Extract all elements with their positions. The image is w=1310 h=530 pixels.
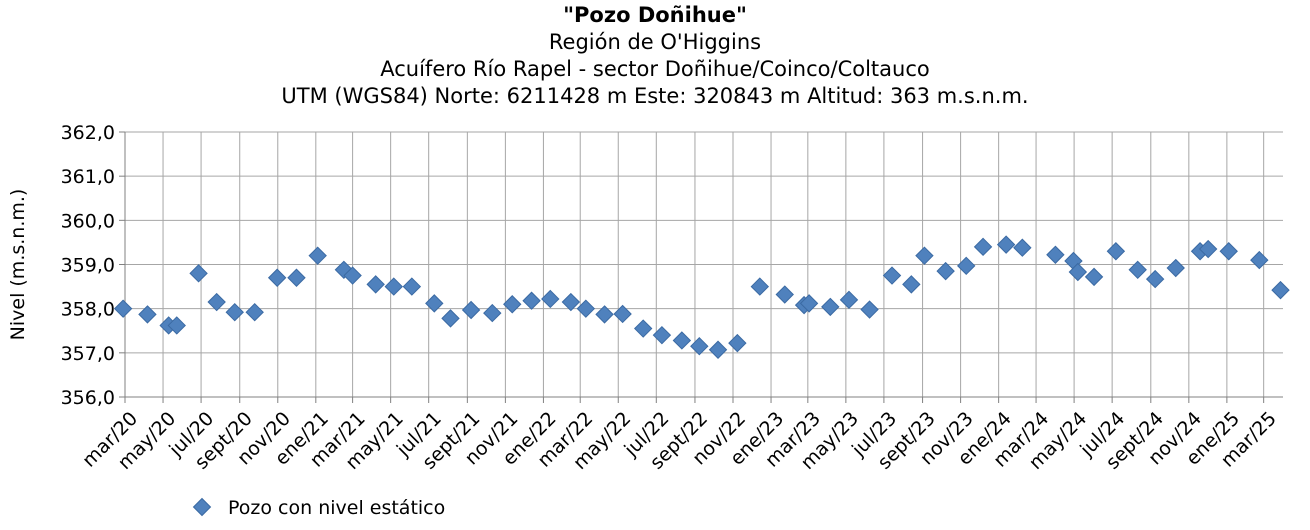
- data-point: [287, 268, 306, 287]
- data-point: [1145, 269, 1165, 289]
- legend-marker: [192, 497, 212, 517]
- data-point: [595, 305, 614, 324]
- y-tick-label: 359,0: [61, 255, 115, 277]
- y-tick-label: 358,0: [61, 299, 115, 321]
- data-point: [821, 297, 840, 317]
- data-point: [882, 266, 902, 285]
- chart-subtitle-coordinates: UTM (WGS84) Norte: 6211428 m Este: 32084…: [281, 84, 1029, 108]
- data-point: [402, 277, 422, 296]
- data-point: [750, 277, 770, 296]
- data-point: [1084, 267, 1104, 287]
- chart-title: "Pozo Doñihue": [563, 3, 747, 27]
- data-point: [207, 292, 226, 312]
- chart-subtitle-aquifer: Acuífero Río Rapel - sector Doñihue/Coin…: [380, 57, 930, 81]
- data-point: [996, 235, 1016, 254]
- data-point: [384, 277, 403, 296]
- data-point: [775, 285, 794, 304]
- data-point: [1068, 262, 1088, 282]
- data-point: [652, 325, 672, 345]
- data-point: [308, 246, 327, 265]
- y-axis-label: Nivel (m.s.n.m.): [7, 189, 29, 341]
- data-point: [334, 260, 354, 280]
- data-point: [1106, 242, 1126, 261]
- legend-label: Pozo con nivel estático: [228, 497, 445, 519]
- data-point: [425, 294, 444, 313]
- y-tick-label: 362,0: [61, 122, 115, 144]
- y-tick-label: 356,0: [61, 387, 115, 409]
- data-point: [483, 303, 502, 323]
- data-point: [936, 261, 955, 281]
- data-point: [728, 333, 747, 353]
- data-point: [461, 300, 481, 320]
- data-point: [1128, 260, 1147, 280]
- data-point: [957, 256, 976, 276]
- data-point: [189, 264, 208, 283]
- data-point: [690, 337, 709, 356]
- data-point: [343, 266, 362, 285]
- y-tick-label: 360,0: [61, 210, 115, 232]
- y-tick-label: 357,0: [61, 343, 115, 365]
- data-point: [366, 275, 385, 294]
- data-point: [113, 299, 133, 318]
- data-point: [633, 319, 653, 338]
- y-tick-label: 361,0: [61, 166, 115, 188]
- chart-subtitle-region: Región de O'Higgins: [548, 30, 762, 54]
- data-point: [138, 305, 157, 324]
- data-point: [860, 300, 879, 319]
- data-point: [1166, 258, 1185, 278]
- data-point: [225, 302, 244, 322]
- data-point: [839, 290, 859, 310]
- data-point: [1271, 280, 1290, 300]
- data-point: [167, 316, 186, 335]
- data-point: [1219, 242, 1238, 261]
- data-point: [576, 299, 596, 318]
- chart-title-block: "Pozo Doñihue" Región de O'Higgins Acuíf…: [0, 2, 1310, 110]
- data-point: [441, 309, 460, 328]
- data-point: [915, 246, 934, 265]
- data-point: [672, 331, 692, 350]
- data-point: [541, 289, 560, 309]
- data-point: [973, 237, 993, 257]
- data-point: [799, 294, 819, 313]
- data-point: [1046, 245, 1065, 264]
- data-point: [613, 304, 632, 324]
- data-point: [708, 340, 728, 359]
- data-point: [522, 291, 541, 310]
- data-point: [267, 268, 287, 287]
- data-point: [245, 302, 264, 322]
- data-point: [503, 295, 522, 314]
- data-point: [561, 292, 581, 312]
- data-point: [902, 275, 921, 294]
- data-point: [1013, 238, 1032, 257]
- data-point: [1250, 250, 1269, 270]
- data-point: [1198, 239, 1218, 259]
